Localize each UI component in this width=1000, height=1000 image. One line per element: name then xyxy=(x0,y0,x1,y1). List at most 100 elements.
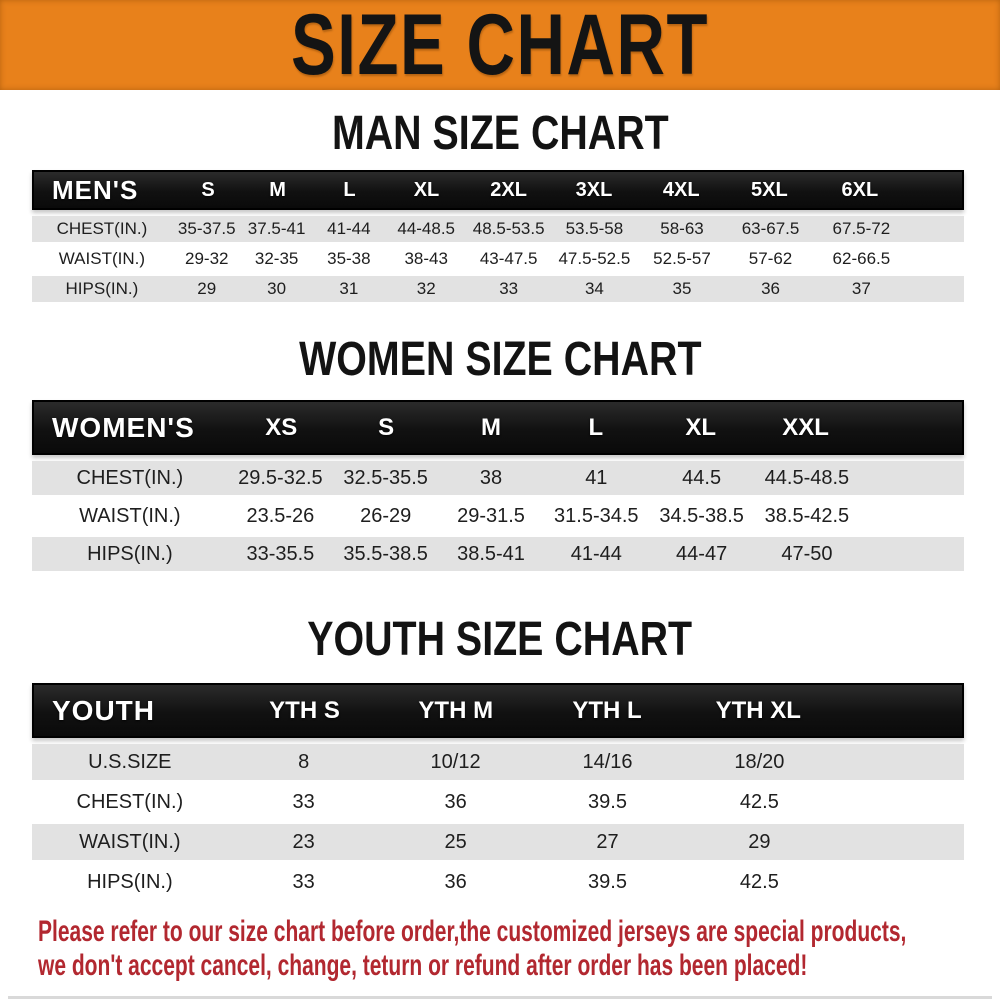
size-column-header: 2XL xyxy=(490,178,527,201)
table-row: WAIST(IN.) 23.5-26 26-29 29-31.5 31.5-34.5 34… xyxy=(32,497,964,535)
table-row: HIPS(IN.) 33-35.5 35.5-38.5 38.5-41 41-44 44-… xyxy=(32,535,964,573)
size-cell: 39.5 xyxy=(588,790,627,813)
table-header-label: MEN'S xyxy=(52,174,139,205)
size-cell: 36 xyxy=(444,870,467,893)
size-column-header: YTH S xyxy=(269,696,340,724)
size-cell: 35.5-38.5 xyxy=(343,542,428,565)
row-label: WAIST(IN.) xyxy=(79,830,181,853)
size-cell: 58-63 xyxy=(660,219,704,238)
size-cell: 41-44 xyxy=(570,542,622,565)
size-column-header: XXL xyxy=(782,413,829,441)
size-cell: 42.5 xyxy=(739,870,779,893)
size-cell: 52.5-57 xyxy=(653,249,711,268)
table-row: HIPS(IN.) 33 36 39.5 42.5 xyxy=(32,862,964,902)
size-cell: 33-35.5 xyxy=(246,542,315,565)
size-cell: 38.5-42.5 xyxy=(764,504,850,527)
section-title-womens: WOMEN SIZE CHART xyxy=(0,333,1000,386)
size-cell: 29-31.5 xyxy=(457,504,525,527)
row-label: HIPS(IN.) xyxy=(87,870,173,893)
row-label: HIPS(IN.) xyxy=(65,279,139,298)
size-cell: 29-32 xyxy=(185,249,229,268)
size-cell: 47.5-52.5 xyxy=(558,249,631,268)
size-column-header: 3XL xyxy=(575,178,613,201)
size-cell: 38 xyxy=(479,466,503,489)
youth-size-table: YOUTH YTH S YTH M YTH L YTH XL U.S.SIZE 8 10/12… xyxy=(32,683,964,902)
section-title-youth: YOUTH SIZE CHART xyxy=(0,613,1000,666)
size-cell: 44-47 xyxy=(676,542,728,565)
size-cell: 57-62 xyxy=(748,249,793,268)
size-column-header: S xyxy=(378,413,395,441)
table-header-label: YOUTH xyxy=(52,694,155,726)
size-cell: 34.5-38.5 xyxy=(659,504,744,527)
size-cell: 44-48.5 xyxy=(397,219,456,238)
row-label: CHEST(IN.) xyxy=(56,219,148,238)
size-column-header: 5XL xyxy=(751,178,788,201)
section-title-text: YOUTH SIZE CHART xyxy=(307,613,693,666)
disclaimer-line-1: Please refer to our size chart before or… xyxy=(38,915,907,948)
size-chart-banner: SIZE CHART xyxy=(0,0,1000,90)
size-cell: 36 xyxy=(761,279,780,298)
size-cell: 26-29 xyxy=(360,504,412,527)
size-cell: 33 xyxy=(292,790,315,813)
size-cell: 53.5-58 xyxy=(565,219,624,238)
size-cell: 35-37.5 xyxy=(177,219,236,238)
banner-title: SIZE CHART xyxy=(290,0,710,93)
size-cell: 41-44 xyxy=(327,219,371,238)
section-title-text: MAN SIZE CHART xyxy=(331,107,669,160)
size-column-header: M xyxy=(269,178,286,201)
size-cell: 34 xyxy=(584,279,604,298)
size-cell: 67.5-72 xyxy=(832,219,891,238)
size-cell: 42.5 xyxy=(739,790,779,813)
womens-size-table: WOMEN'S XS S M L XL XXL CHEST(IN.) 29.5-32.5 32.5… xyxy=(32,400,964,573)
size-cell: 25 xyxy=(444,830,467,853)
section-title-mens: MAN SIZE CHART xyxy=(0,107,1000,160)
table-row: WAIST(IN.) 23 25 27 29 xyxy=(32,822,964,862)
size-cell: 31.5-34.5 xyxy=(554,504,639,527)
size-cell: 37.5-41 xyxy=(247,219,306,238)
mens-size-table: MEN'S S M L XL 2XL 3XL 4XL 5XL 6XL CHEST(IN.) 35-37… xyxy=(32,170,964,304)
table-row: CHEST(IN.) 35-37.5 37.5-41 41-44 44-48.5 48.5… xyxy=(32,214,964,244)
size-column-header: 6XL xyxy=(841,178,879,201)
table-row: HIPS(IN.) 29 30 31 32 33 34 35 36 37 xyxy=(32,274,964,304)
size-cell: 41 xyxy=(585,466,608,489)
size-column-header: S xyxy=(201,178,215,201)
size-cell: 38.5-41 xyxy=(457,542,525,565)
bottom-divider xyxy=(8,996,992,999)
size-column-header: YTH M xyxy=(418,696,494,724)
disclaimer-line-2: we don't accept cancel, change, teturn o… xyxy=(38,949,808,982)
size-cell: 29 xyxy=(197,279,217,298)
table-row: CHEST(IN.) 33 36 39.5 42.5 xyxy=(32,782,964,822)
size-cell: 8 xyxy=(298,750,310,773)
row-label: WAIST(IN.) xyxy=(79,504,181,527)
size-column-header: XL xyxy=(685,413,717,441)
size-column-header: L xyxy=(588,413,604,441)
size-cell: 23.5-26 xyxy=(246,504,315,527)
size-cell: 33 xyxy=(292,870,315,893)
row-label: HIPS(IN.) xyxy=(87,542,173,565)
size-cell: 23 xyxy=(292,830,315,853)
size-cell: 63-67.5 xyxy=(741,219,800,238)
size-cell: 32 xyxy=(416,279,436,298)
table-row: WAIST(IN.) 29-32 32-35 35-38 38-43 43-47.5 47.… xyxy=(32,244,964,274)
row-label: WAIST(IN.) xyxy=(58,249,146,268)
size-cell: 27 xyxy=(596,830,619,853)
youth-table-header: YOUTH YTH S YTH M YTH L YTH XL xyxy=(32,683,964,738)
row-label: CHEST(IN.) xyxy=(76,790,184,813)
size-column-header: YTH L xyxy=(572,696,642,724)
size-column-header: YTH XL xyxy=(715,696,801,724)
size-cell: 48.5-53.5 xyxy=(472,219,545,238)
size-cell: 37 xyxy=(851,279,871,298)
size-cell: 35-38 xyxy=(327,249,371,268)
size-cell: 10/12 xyxy=(430,750,481,773)
table-header-label: WOMEN'S xyxy=(52,411,195,443)
size-cell: 36 xyxy=(444,790,467,813)
size-cell: 32.5-35.5 xyxy=(343,466,428,489)
table-row: CHEST(IN.) 29.5-32.5 32.5-35.5 38 41 44.5 44.5… xyxy=(32,459,964,497)
size-column-header: XS xyxy=(265,413,298,441)
size-cell: 44.5-48.5 xyxy=(764,466,850,489)
size-column-header: XL xyxy=(413,178,440,201)
size-cell: 39.5 xyxy=(588,870,627,893)
mens-table-header: MEN'S S M L XL 2XL 3XL 4XL 5XL 6XL xyxy=(32,170,964,210)
section-title-text: WOMEN SIZE CHART xyxy=(298,333,702,386)
size-cell: 38-43 xyxy=(404,249,448,268)
